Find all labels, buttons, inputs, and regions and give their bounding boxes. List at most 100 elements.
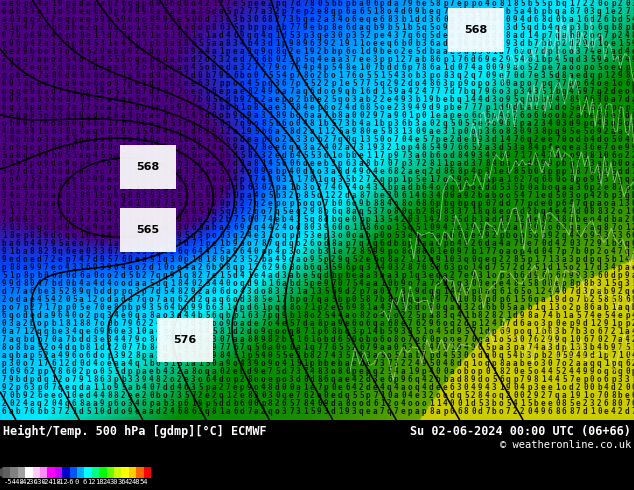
Text: 6: 6 (310, 87, 314, 96)
Text: 5: 5 (366, 247, 371, 256)
Text: a: a (520, 303, 524, 312)
Text: a: a (513, 31, 517, 40)
Text: 4: 4 (576, 231, 581, 240)
Text: 8: 8 (555, 407, 560, 416)
Text: a: a (317, 111, 321, 120)
Text: b: b (534, 399, 539, 408)
Text: d: d (457, 375, 462, 384)
Text: p: p (625, 183, 630, 192)
Text: p: p (520, 247, 524, 256)
Text: 8: 8 (569, 7, 574, 16)
Text: 7: 7 (541, 311, 546, 320)
Text: 3: 3 (205, 79, 210, 88)
Text: b: b (317, 247, 321, 256)
Text: 2: 2 (198, 7, 203, 16)
Text: b: b (289, 111, 294, 120)
Text: 9: 9 (142, 31, 146, 40)
Text: 9: 9 (632, 39, 634, 48)
Text: q: q (135, 55, 139, 64)
Text: 2: 2 (233, 391, 238, 400)
Text: d: d (170, 159, 174, 168)
Text: o: o (422, 399, 427, 408)
Text: 0: 0 (618, 399, 623, 408)
Text: a: a (415, 55, 420, 64)
Text: d: d (366, 399, 371, 408)
Text: q: q (562, 231, 567, 240)
Text: 5: 5 (275, 159, 280, 168)
Text: 8: 8 (394, 167, 399, 176)
Text: b: b (72, 23, 77, 32)
Text: 4: 4 (576, 367, 581, 376)
Text: 4: 4 (170, 407, 174, 416)
Text: a: a (142, 407, 146, 416)
Bar (32, 467, 40, 478)
Text: q: q (492, 279, 496, 288)
Text: 7: 7 (632, 167, 634, 176)
Text: 7: 7 (37, 303, 42, 312)
Text: a: a (618, 303, 623, 312)
Text: e: e (366, 255, 371, 264)
Text: 4: 4 (569, 367, 574, 376)
Text: p: p (527, 199, 532, 208)
Text: 3: 3 (205, 175, 210, 184)
Text: 1: 1 (240, 103, 245, 112)
Text: q: q (457, 279, 462, 288)
Text: a: a (485, 143, 489, 152)
Text: 5: 5 (100, 231, 105, 240)
Text: b: b (436, 95, 441, 104)
Text: 2: 2 (233, 255, 238, 264)
Text: e: e (23, 71, 28, 80)
Text: 4: 4 (625, 47, 630, 56)
Text: 2: 2 (632, 359, 634, 368)
Text: 8: 8 (44, 151, 49, 160)
Text: b: b (23, 343, 28, 352)
Text: 8: 8 (135, 31, 139, 40)
Text: 4: 4 (23, 23, 28, 32)
Text: 2: 2 (205, 0, 210, 8)
Text: 7: 7 (163, 231, 167, 240)
Text: o: o (436, 279, 441, 288)
Text: 1: 1 (548, 255, 553, 264)
Text: 2: 2 (23, 207, 28, 216)
Text: 9: 9 (359, 199, 364, 208)
Text: 6: 6 (443, 263, 448, 272)
Text: e: e (226, 223, 231, 232)
Text: 2: 2 (583, 31, 588, 40)
Text: 5: 5 (107, 55, 112, 64)
Text: 1: 1 (450, 175, 455, 184)
Text: 8: 8 (247, 151, 252, 160)
Text: 1: 1 (219, 47, 224, 56)
Text: 0: 0 (156, 199, 160, 208)
Text: 4: 4 (184, 311, 189, 320)
Text: 1: 1 (604, 239, 609, 248)
Text: 6: 6 (331, 343, 335, 352)
Text: a: a (569, 311, 574, 320)
Text: 4: 4 (436, 143, 441, 152)
Text: d: d (282, 367, 287, 376)
Text: 8: 8 (310, 351, 314, 360)
Text: 8: 8 (212, 255, 217, 264)
Text: 9: 9 (247, 383, 252, 392)
Text: 6: 6 (107, 327, 112, 336)
Text: 6: 6 (485, 23, 489, 32)
Text: 4: 4 (569, 231, 574, 240)
Text: a: a (240, 47, 245, 56)
Text: 6: 6 (44, 215, 49, 224)
Text: b: b (261, 127, 266, 136)
Text: p: p (226, 79, 231, 88)
Text: 0: 0 (233, 191, 238, 200)
Text: e: e (457, 335, 462, 344)
Text: 7: 7 (303, 303, 307, 312)
Text: 7: 7 (590, 335, 595, 344)
Text: 0: 0 (121, 23, 126, 32)
Text: 1: 1 (37, 127, 42, 136)
Text: p: p (205, 343, 210, 352)
Text: 2: 2 (184, 103, 189, 112)
Text: o: o (408, 399, 413, 408)
Text: q: q (170, 295, 174, 304)
Text: d: d (548, 95, 553, 104)
Text: 8: 8 (23, 127, 28, 136)
Text: 2: 2 (51, 63, 56, 72)
Text: 8: 8 (422, 63, 427, 72)
Text: 4: 4 (247, 247, 252, 256)
